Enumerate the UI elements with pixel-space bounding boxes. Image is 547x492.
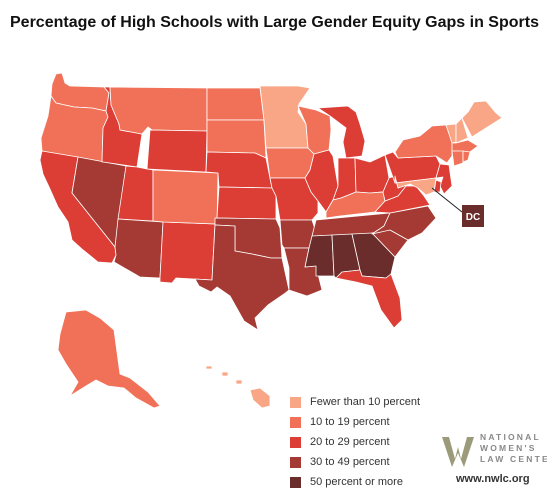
state-mn[interactable] — [259, 85, 311, 149]
state-nm[interactable] — [159, 221, 216, 284]
legend-label: 20 to 29 percent — [310, 436, 390, 448]
state-nh[interactable] — [455, 117, 469, 144]
legend-item: 10 to 19 percent — [290, 412, 420, 432]
state-ia[interactable] — [265, 147, 315, 179]
legend-label: 30 to 49 percent — [310, 456, 390, 468]
dc-marker[interactable] — [462, 205, 484, 227]
legend-item: 30 to 49 percent — [290, 452, 420, 472]
legend-swatch — [290, 476, 301, 488]
logo-line: NATIONAL — [480, 432, 541, 442]
legend-swatch — [290, 436, 301, 448]
state-ks[interactable] — [216, 186, 277, 220]
state-me[interactable] — [461, 100, 503, 138]
legend-label: Fewer than 10 percent — [310, 396, 421, 408]
state-wy[interactable] — [146, 129, 208, 173]
legend-item: 20 to 29 percent — [290, 432, 420, 452]
state-oh[interactable] — [354, 154, 390, 194]
state-mt[interactable] — [109, 86, 208, 135]
logo-line: LAW CENTER — [480, 454, 547, 464]
state-ct[interactable] — [451, 150, 464, 167]
state-co[interactable] — [152, 169, 219, 225]
state-ak[interactable] — [57, 309, 161, 409]
legend-swatch — [290, 456, 301, 468]
state-mi[interactable] — [317, 105, 366, 159]
state-nj[interactable] — [435, 163, 453, 195]
state-az[interactable] — [113, 218, 164, 279]
dc-leader-line — [431, 187, 463, 213]
nwlc-url: www.nwlc.org — [456, 473, 530, 485]
legend-label: 10 to 19 percent — [310, 416, 390, 428]
legend-item: Fewer than 10 percent — [290, 392, 420, 412]
state-tx[interactable] — [194, 224, 290, 331]
dc-label: DC — [466, 212, 480, 223]
legend-swatch — [290, 396, 301, 408]
map-title: Percentage of High Schools with Large Ge… — [10, 14, 539, 31]
nwlc-w-icon — [440, 433, 476, 469]
legend-label: 50 percent or more — [310, 476, 403, 488]
nwlc-logo-text: NATIONAL WOMEN'S LAW CENTER — [480, 432, 547, 465]
state-ri[interactable] — [462, 150, 471, 163]
logo-line: WOMEN'S — [480, 443, 537, 453]
legend-item: 50 percent or more — [290, 472, 420, 492]
state-nd[interactable] — [206, 87, 265, 121]
state-hi[interactable] — [205, 365, 271, 409]
state-md[interactable] — [394, 175, 437, 196]
legend: Fewer than 10 percent 10 to 19 percent 2… — [290, 392, 420, 492]
state-fl[interactable] — [335, 269, 403, 329]
legend-swatch — [290, 416, 301, 428]
